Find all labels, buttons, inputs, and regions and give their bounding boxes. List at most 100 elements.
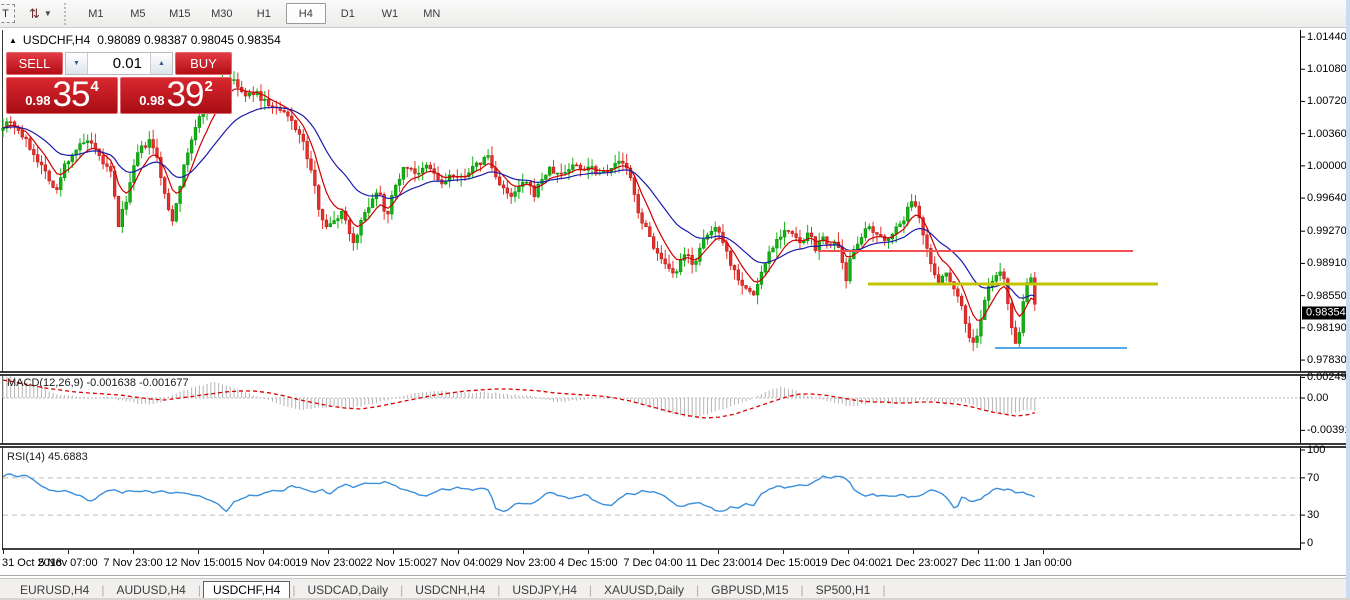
arrows-tool-button[interactable]: ⇅ ▼	[29, 7, 52, 20]
collapse-arrow-icon[interactable]: ▲	[9, 35, 17, 45]
tab-gbpusd-m15[interactable]: GBPUSD,M15	[711, 582, 789, 597]
buy-price-button[interactable]: 0.98 39 2	[120, 77, 232, 114]
tab-separator: |	[101, 582, 105, 597]
timeframe-h1[interactable]: H1	[256, 7, 271, 20]
tab-usdcad-daily[interactable]: USDCAD,Daily	[307, 582, 389, 597]
chart-title: ▲ USDCHF,H4 0.98089 0.98387 0.98045 0.98…	[9, 33, 281, 47]
buy-price-sup: 2	[204, 78, 213, 95]
ma-fast-line	[2, 88, 1036, 321]
tabbar-separator	[0, 575, 1350, 578]
tab-usdcnh-h4[interactable]: USDCNH,H4	[415, 582, 486, 597]
timeframe-m5[interactable]: M5	[130, 7, 146, 20]
window-edge	[0, 598, 1350, 600]
text-label-tool-icon[interactable]: T	[0, 4, 15, 23]
date-tick	[718, 550, 719, 554]
date-tick	[263, 550, 264, 554]
date-axis-label: 27 Dec 11:00	[945, 557, 1011, 569]
date-axis-label: 27 Nov 04:00	[425, 557, 491, 569]
timeframe-mn[interactable]: MN	[423, 7, 441, 20]
date-axis-label: 22 Nov 15:00	[360, 557, 426, 569]
tab-separator: |	[292, 582, 296, 597]
ma-slow-line	[2, 106, 1035, 299]
sell-button[interactable]: SELL	[6, 52, 63, 75]
macd-indicator-panel[interactable]	[0, 376, 1350, 444]
chevron-down-icon: ▼	[43, 9, 52, 18]
date-axis-label: 31 Oct 2018	[2, 557, 62, 569]
date-tick	[328, 550, 329, 554]
timeframe-h4[interactable]: H4	[285, 3, 326, 24]
tab-separator: |	[400, 582, 404, 597]
tab-separator: |	[800, 582, 804, 597]
date-tick	[913, 550, 914, 554]
macd-signal-line	[2, 379, 1035, 419]
timeframe-m30[interactable]: M30	[211, 7, 233, 20]
date-tick	[783, 550, 784, 554]
sell-price-prefix: 0.98	[25, 93, 51, 108]
buy-button[interactable]: BUY	[175, 52, 232, 75]
tab-separator: |	[696, 582, 700, 597]
date-axis-label: 7 Nov 23:00	[103, 557, 163, 569]
volume-decrease-icon[interactable]: ▼	[66, 53, 88, 74]
date-tick	[848, 550, 849, 554]
panel-separator[interactable]	[0, 443, 1350, 448]
diagonal-arrows-icon: ⇅	[29, 6, 40, 21]
date-axis-label: 19 Dec 04:00	[815, 557, 881, 569]
date-tick	[458, 550, 459, 554]
date-tick	[978, 550, 979, 554]
timeframe-button-group: M1 M5 M15 M30 H1 H4 D1 W1 MN	[75, 3, 453, 24]
date-tick	[133, 550, 134, 554]
tab-xauusd-daily[interactable]: XAUUSD,Daily	[604, 582, 685, 597]
tab-separator: |	[197, 582, 201, 597]
timeframe-m1[interactable]: M1	[88, 7, 104, 20]
timeframe-w1[interactable]: W1	[381, 7, 399, 20]
tab-usdjpy-h4[interactable]: USDJPY,H4	[512, 582, 577, 597]
date-tick	[393, 550, 394, 554]
toolbar: T ⇅ ▼ M1 M5 M15 M30 H1 H4 D1 W1 MN	[0, 0, 1346, 28]
buy-price-big: 39	[166, 75, 205, 115]
symbol-tab-bar: EURUSD,H4 | AUDUSD,H4 | USDCHF,H4 | USDCAD,Dai…	[0, 578, 1346, 600]
tab-separator: |	[497, 582, 501, 597]
sell-price-sup: 4	[90, 78, 99, 95]
price-chart[interactable]	[0, 30, 1350, 372]
volume-value[interactable]: 0.01	[112, 55, 142, 72]
date-axis-label: 14 Dec 15:00	[750, 557, 816, 569]
date-tick	[588, 550, 589, 554]
sell-price-button[interactable]: 0.98 35 4	[6, 77, 118, 114]
timeframe-m15[interactable]: M15	[169, 7, 191, 20]
volume-stepper: ▼ 0.01 ▲	[65, 52, 173, 75]
tab-eurusd-h4[interactable]: EURUSD,H4	[20, 582, 90, 597]
date-axis-label: 29 Nov 23:00	[490, 557, 556, 569]
rsi-label: RSI(14) 45.6883	[7, 451, 88, 463]
one-click-trading-panel: SELL ▼ 0.01 ▲ BUY 0.98 35 4 0.98 39 2	[6, 52, 232, 114]
date-axis-label: 11 Dec 23:00	[685, 557, 751, 569]
date-axis-label: 1 Jan 00:00	[1014, 557, 1072, 569]
chart-ohlc-values: 0.98089 0.98387 0.98045 0.98354	[97, 33, 281, 47]
buy-price-prefix: 0.98	[139, 93, 165, 108]
date-tick	[1043, 550, 1044, 554]
date-axis-label: 21 Dec 23:00	[880, 557, 946, 569]
toolbar-separator	[63, 2, 66, 25]
tab-separator: |	[882, 582, 886, 597]
date-axis-label: 12 Nov 15:00	[165, 557, 231, 569]
date-tick	[523, 550, 524, 554]
date-tick	[198, 550, 199, 554]
panel-separator[interactable]	[0, 371, 1350, 376]
chart-symbol-label: USDCHF,H4	[22, 33, 91, 47]
tab-audusd-h4[interactable]: AUDUSD,H4	[116, 582, 186, 597]
timeframe-d1[interactable]: D1	[340, 7, 355, 20]
date-axis-label: 4 Dec 15:00	[558, 557, 618, 569]
sell-price-big: 35	[52, 75, 91, 115]
rsi-indicator-panel[interactable]	[0, 448, 1350, 550]
date-tick	[653, 550, 654, 554]
volume-increase-icon[interactable]: ▲	[150, 53, 172, 74]
date-tick	[3, 550, 4, 554]
tab-usdchf-h4[interactable]: USDCHF,H4	[202, 580, 291, 599]
tab-separator: |	[588, 582, 592, 597]
date-axis-label: 7 Dec 04:00	[623, 557, 683, 569]
date-axis-label: 5 Nov 07:00	[38, 557, 98, 569]
date-axis-label: 19 Nov 23:00	[295, 557, 361, 569]
date-axis-label: 15 Nov 04:00	[230, 557, 296, 569]
tab-sp500-h1[interactable]: SP500,H1	[815, 582, 871, 597]
date-tick	[68, 550, 69, 554]
